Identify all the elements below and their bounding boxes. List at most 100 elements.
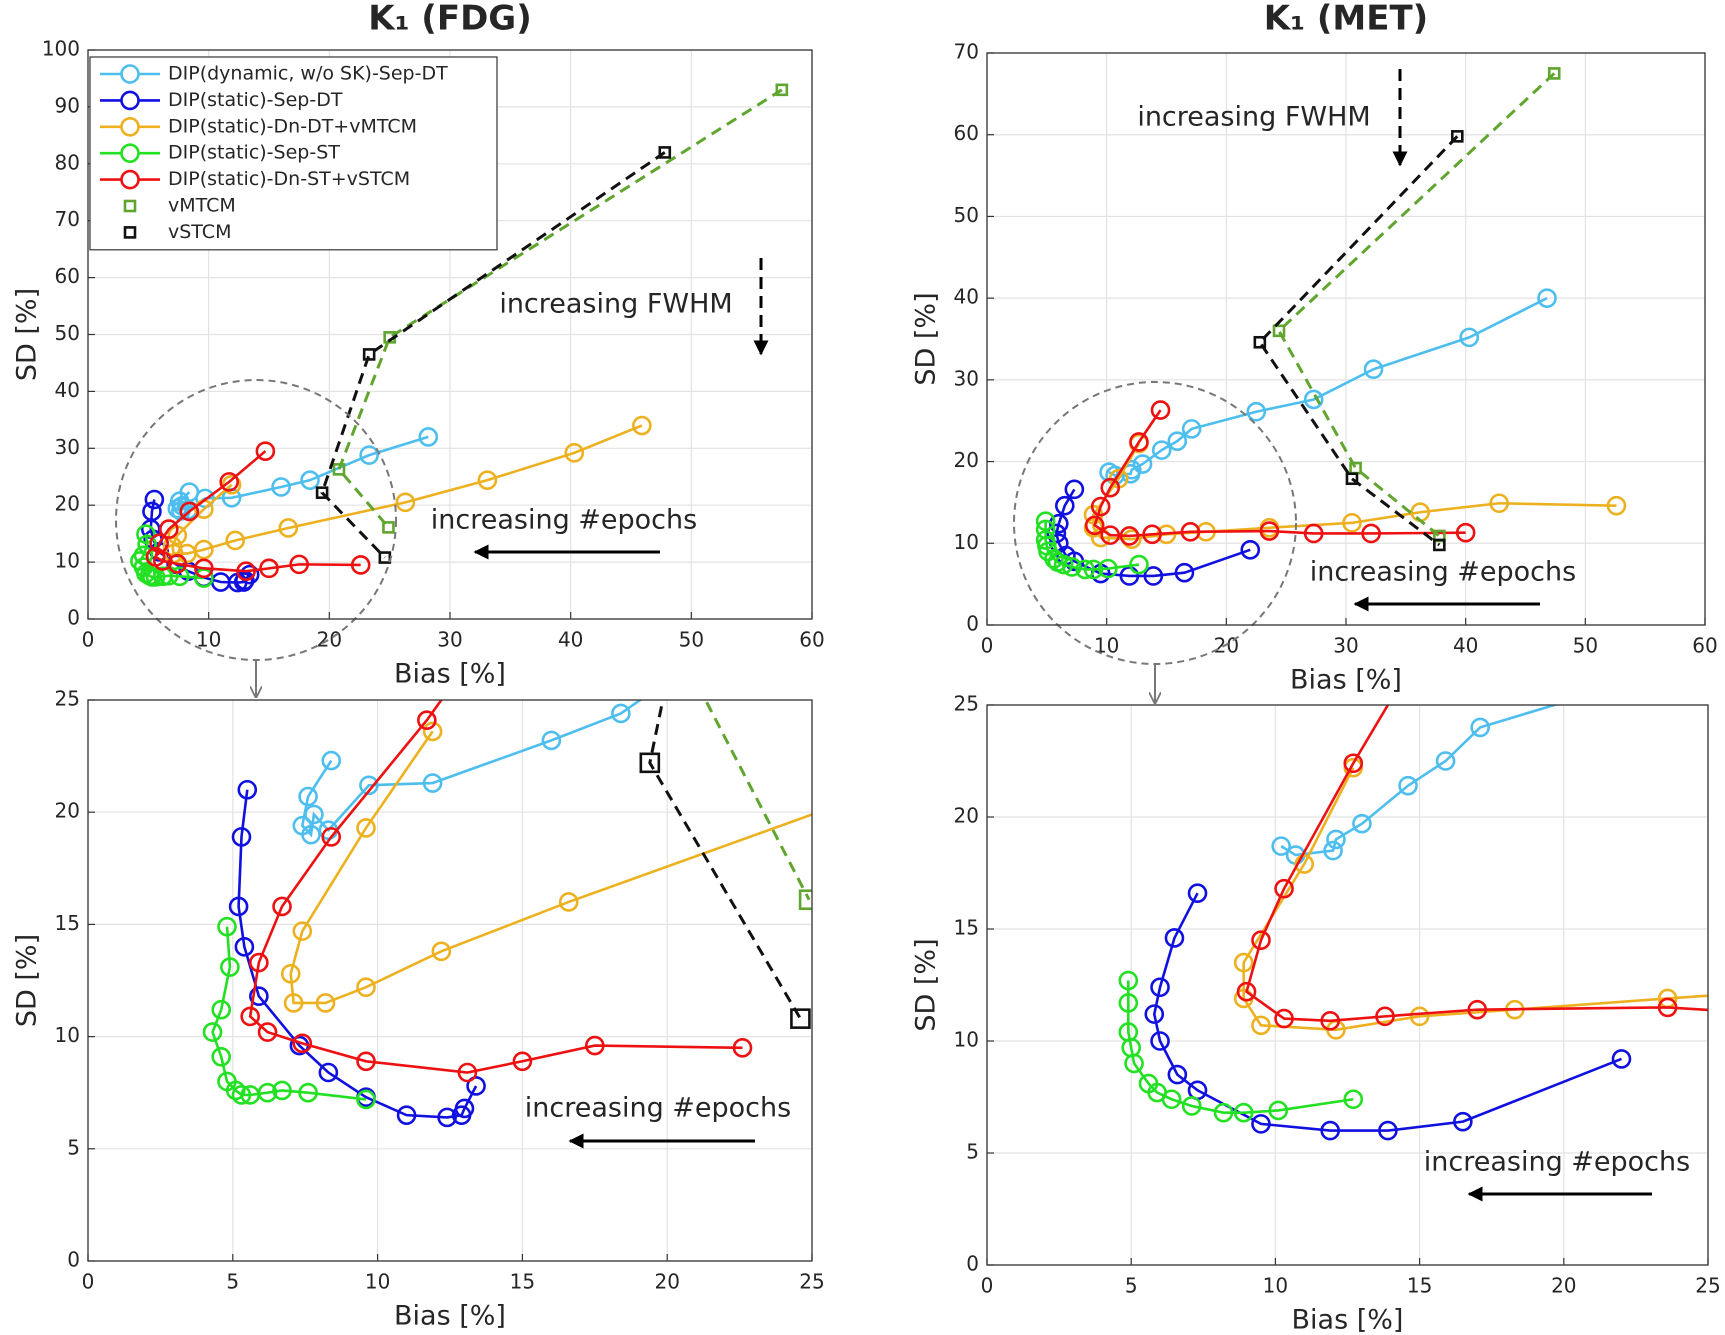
marker-circle — [249, 986, 269, 1007]
marker-circle — [298, 786, 318, 807]
marker-circle — [1142, 524, 1162, 545]
marker-circle — [558, 892, 579, 912]
marker-circle — [219, 472, 239, 492]
marker-circle — [1320, 1011, 1340, 1031]
marker-circle — [1326, 829, 1346, 850]
x-tick-label: 20 — [317, 628, 342, 652]
marker-circle — [1489, 493, 1509, 514]
marker-circle — [278, 518, 299, 538]
marker-circle — [236, 561, 256, 582]
marker-square — [1547, 67, 1561, 80]
marker-circle — [1343, 753, 1364, 774]
marker-circle — [1124, 1053, 1144, 1074]
x-tick-label: 60 — [799, 628, 824, 652]
marker-circle — [896, 534, 913, 551]
marker-circle — [1657, 997, 1678, 1018]
plot-frame — [986, 704, 1709, 1266]
x-tick-label: 5 — [1125, 1274, 1138, 1298]
y-tick-label: 50 — [55, 321, 80, 345]
y-tick-label: 20 — [55, 799, 80, 823]
y-tick-label: 10 — [55, 1023, 80, 1047]
x-tick-label: 0 — [981, 634, 994, 658]
legend-marker — [123, 199, 137, 213]
marker-circle — [1121, 529, 1142, 550]
marker-circle — [1294, 854, 1315, 874]
legend-marker — [120, 90, 140, 111]
marker-circle — [1100, 477, 1121, 498]
x-tick-label: 40 — [558, 628, 583, 652]
y-tick-label: 10 — [954, 1028, 979, 1052]
marker-circle — [1467, 999, 1488, 1020]
series-line — [1277, 72, 1556, 538]
y-tick-label: 90 — [55, 93, 80, 117]
marker-circle — [1064, 479, 1085, 500]
marker-circle — [431, 941, 452, 962]
marker-circle — [167, 554, 188, 574]
marker-circle — [225, 530, 246, 551]
legend-marker — [120, 64, 140, 84]
marker-circle — [1303, 389, 1324, 410]
marker-circle — [289, 554, 309, 575]
plot-content — [1035, 67, 1627, 586]
marker-square — [790, 1008, 811, 1029]
x-tick-label: 10 — [365, 1270, 390, 1294]
marker-circle — [611, 703, 631, 724]
y-axis-label: SD [%] — [12, 934, 43, 1027]
marker-circle — [418, 427, 439, 447]
marker-circle — [1132, 454, 1153, 474]
marker-circle — [1274, 878, 1294, 899]
marker-circle — [477, 470, 498, 490]
marker-circle — [304, 804, 324, 825]
plot-frame — [986, 52, 1706, 626]
marker-circle — [159, 519, 179, 539]
series-line — [1280, 705, 1559, 857]
marker-circle — [454, 1098, 475, 1119]
marker-circle — [1375, 1006, 1395, 1027]
marker-circle — [395, 492, 416, 513]
marker-circle — [1174, 562, 1195, 583]
marker-circle — [315, 993, 336, 1013]
marker-circle — [292, 921, 313, 941]
y-tick-label: 20 — [55, 492, 80, 516]
y-tick-label: 60 — [55, 264, 80, 288]
marker-circle — [1268, 1100, 1289, 1121]
marker-circle — [211, 999, 232, 1020]
marker-circle — [145, 567, 166, 587]
legend-label: vMTCM — [168, 195, 236, 217]
x-tick-label: 10 — [1263, 1274, 1288, 1298]
marker-circle — [1251, 930, 1271, 951]
x-tick-label: 40 — [1453, 634, 1478, 658]
y-tick-label: 40 — [954, 285, 979, 309]
legend-marker — [123, 226, 137, 239]
y-axis-label: SD [%] — [12, 288, 43, 381]
x-tick-label: 0 — [82, 628, 95, 652]
marker-circle — [1181, 1096, 1202, 1116]
legend-label: DIP(static)-Sep-ST — [168, 142, 340, 164]
marker-circle — [1151, 440, 1172, 460]
marker-circle — [1352, 813, 1372, 834]
y-tick-label: 30 — [954, 366, 979, 390]
legend-marker — [120, 117, 140, 137]
marker-circle — [1143, 566, 1164, 586]
marker-circle — [1150, 1031, 1170, 1051]
marker-circle — [239, 564, 260, 585]
marker-square — [1272, 324, 1286, 338]
x-tick-label: 15 — [1407, 1274, 1432, 1298]
marker-circle — [153, 551, 173, 571]
marker-circle — [255, 441, 276, 461]
marker-circle — [257, 1082, 278, 1103]
marker-circle — [231, 827, 252, 847]
marker-circle — [298, 1082, 318, 1103]
marker-square — [1253, 335, 1267, 349]
marker-circle — [1363, 359, 1384, 380]
legend-label: DIP(static)-Dn-ST+vSTCM — [168, 168, 410, 190]
marker-square — [1450, 130, 1464, 143]
marker-circle — [234, 937, 255, 957]
marker-circle — [1090, 496, 1111, 517]
series-line — [171, 424, 643, 555]
marker-circle — [356, 977, 376, 998]
marker-circle — [1435, 751, 1456, 771]
marker-circle — [1118, 970, 1139, 991]
marker-circle — [1046, 523, 1067, 544]
x-axis-label: Bias [%] — [1292, 1305, 1404, 1335]
